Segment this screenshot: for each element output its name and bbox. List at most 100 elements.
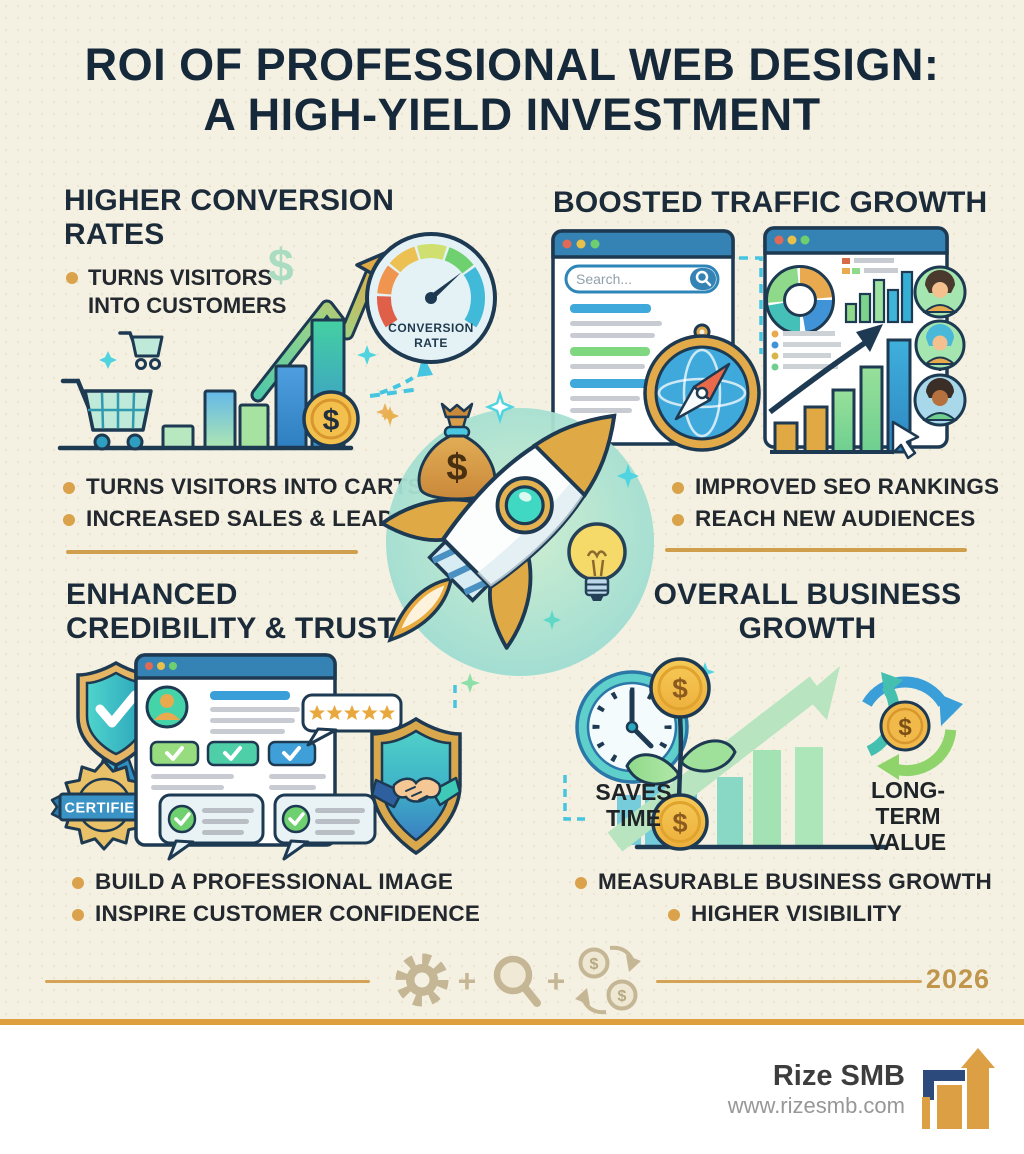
saves-time-label: SAVES TIME [595,779,672,831]
conversion-bullet-1: TURNS VISITORS INTO CARTS [63,474,423,500]
legend-swatch [852,268,860,274]
check-button[interactable] [149,740,200,767]
currency-exchange-icon: $ $ [575,945,641,1015]
growth-bullet-2: HIGHER VISIBILITY [668,901,902,927]
traffic-bullet-1: IMPROVED SEO RANKINGS [672,474,999,500]
coin-dollar-glyph: $ [672,673,688,704]
sparkle-icon [617,464,639,488]
growth-heading-line2: GROWTH [738,611,877,645]
browser-title-bar [763,226,949,255]
search-placeholder-text: Search... [576,271,632,287]
section-divider [66,550,358,554]
bullet-dot-icon [63,513,75,526]
small-cart-icon [118,331,164,370]
coin-dollar-glyph: $ [672,808,687,838]
conversion-bullet-1-text: TURNS VISITORS INTO CARTS [86,474,423,499]
check-button[interactable] [206,740,260,767]
bullet-dot-icon [63,481,75,494]
cursor-icon [891,420,920,460]
sparkle-icon [543,610,561,630]
growth-bar-chart-icon [768,324,912,454]
footer-process-icons: + + $ $ [395,945,641,1015]
gauge-needle [429,272,462,301]
credibility-heading-line2: CREDIBILITY & TRUST [66,611,396,645]
sparkle-icon [357,345,377,365]
up-arrow-icon [417,355,433,377]
footer-rule-left [45,980,370,983]
certified-badge-icon: CERTIFIED [50,759,160,851]
long-term-value-label: LONG-TERM VALUE [843,777,973,855]
compass-icon [643,323,761,452]
leaf [625,753,680,786]
gear-icon [395,953,449,1007]
traffic-bullet-2-text: REACH NEW AUDIENCES [695,506,976,531]
brand-logo [922,1048,995,1129]
shopping-cart-icon [60,378,153,451]
five-star-review-icon [301,693,403,747]
brand-website[interactable]: www.rizesmb.com [727,1093,905,1118]
logo-navy-bar [923,1070,934,1100]
logo-navy-bar [923,1070,965,1081]
window-dot-yellow [576,239,586,249]
bar [161,424,195,450]
dashboard-list [771,330,841,371]
brand-name: Rize SMB [772,1060,905,1092]
conversion-bullet-2: INCREASED SALES & LEADS [63,506,409,532]
conversion-heading-line1: HIGHER CONVERSION [64,184,395,217]
rocket-nose-cone [531,413,617,499]
year-label: 2026 [925,964,990,994]
traffic-bullet-1-text: IMPROVED SEO RANKINGS [695,474,1000,499]
analytics-dashboard-window [763,226,967,460]
content-line [269,774,326,779]
traffic-bullet-2: REACH NEW AUDIENCES [672,506,975,532]
result-line [570,408,632,413]
window-dot-red [145,662,153,670]
plus-icon: + [547,963,566,999]
conversion-top-bullet: TURNS VISITORS INTO CUSTOMERS [66,264,286,319]
search-input[interactable] [564,264,720,294]
bar [238,403,270,450]
check-button[interactable] [267,740,317,767]
avatar [914,319,966,371]
growth-heading-line1: OVERALL BUSINESS [653,578,962,611]
conversion-rate-gauge-icon: CONVERSION RATE [365,232,497,364]
window-highlight [519,492,532,502]
search-icon [493,955,541,1007]
credibility-bullet-1: BUILD A PROFESSIONAL IMAGE [72,869,453,895]
conversion-heading: HIGHER CONVERSION RATES [64,184,394,252]
credibility-bullet-1-text: BUILD A PROFESSIONAL IMAGE [95,869,454,894]
section-divider [665,548,967,552]
growth-bullet-2-text: HIGHER VISIBILITY [691,901,902,926]
search-icon [695,270,712,287]
content-line [210,718,295,723]
page-title-line2: A HIGH-YIELD INVESTMENT [203,89,821,141]
sparkle-icon [460,673,480,693]
result-line [570,321,662,326]
rocket-icon [380,413,617,650]
dashed-line [563,775,588,821]
gauge-label-line2: RATE [414,336,448,350]
star-icons [309,705,395,720]
branding-band [0,1025,1024,1154]
logo-gold-bar [937,1085,962,1129]
result-line [570,304,651,313]
page-title-line1: ROI OF PROFESSIONAL WEB DESIGN: [84,39,940,90]
coin-dollar-glyph: $ [590,956,599,973]
recycle-value-icon: $ [862,672,963,780]
content-line [210,691,290,700]
donut-chart-icon [765,265,835,335]
avatar [913,265,967,319]
growth-bullet-1-text: MEASURABLE BUSINESS GROWTH [598,869,992,894]
content-line [210,707,300,712]
window-dot-green [590,239,600,249]
coin-dollar-glyph: $ [618,988,627,1005]
conversion-top-bullet-line1: TURNS VISITORS [88,265,273,290]
window-dot-red [562,239,572,249]
credibility-bullet-2-text: INSPIRE CUSTOMER CONFIDENCE [95,901,481,926]
sparkle-icon [484,389,516,425]
window-dot-red [774,235,784,245]
growth-bullet-1: MEASURABLE BUSINESS GROWTH [575,869,992,895]
legend-line [864,268,898,273]
review-bubble-icon [158,793,265,861]
